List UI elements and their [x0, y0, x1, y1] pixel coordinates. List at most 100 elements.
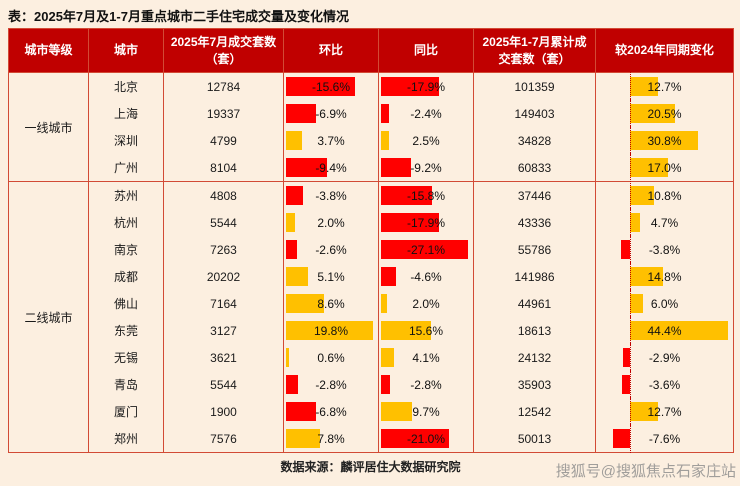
mom-bar-track: -6.9%	[286, 104, 376, 123]
change-value: 44.4%	[647, 323, 682, 338]
yoy-cell: 9.7%	[378, 398, 474, 425]
change-cell: 14.8%	[595, 262, 734, 291]
mom-value: 5.1%	[317, 269, 345, 284]
jul-sales-value: 12784	[163, 72, 284, 100]
mom-bar-track: -15.6%	[286, 77, 376, 96]
yoy-cell: -27.1%	[378, 236, 474, 263]
change-bar	[629, 104, 676, 123]
yoy-cell: 4.1%	[378, 344, 474, 371]
change-value: 10.8%	[647, 188, 682, 203]
watermark: 搜狐号@搜狐焦点石家庄站	[555, 463, 736, 480]
yoy-value: -15.8%	[406, 188, 446, 203]
mom-value: 7.8%	[317, 431, 345, 446]
yoy-value: -27.1%	[406, 242, 446, 257]
change-bar	[629, 158, 668, 177]
table-row: 无锡 3621 0.6% 4.1% 24132 -2.9%	[9, 343, 734, 372]
cum-sales-value: 34828	[473, 127, 596, 154]
mom-bar-track: 3.7%	[286, 131, 376, 150]
yoy-cell: 2.5%	[378, 127, 474, 154]
yoy-bar-track: -4.6%	[381, 267, 471, 286]
yoy-value: -2.4%	[410, 106, 442, 121]
mom-cell: 0.6%	[283, 344, 379, 371]
yoy-value: -17.9%	[406, 79, 446, 94]
jul-sales-value: 7576	[163, 425, 284, 453]
city-name: 成都	[88, 263, 164, 290]
jul-sales-value: 20202	[163, 263, 284, 290]
change-bar	[621, 375, 630, 394]
mom-value: -9.4%	[315, 160, 347, 175]
yoy-value: 2.0%	[412, 296, 440, 311]
yoy-cell: -2.4%	[378, 100, 474, 127]
table-row: 深圳 4799 3.7% 2.5% 34828 30.8%	[9, 126, 734, 155]
cum-sales-value: 24132	[473, 344, 596, 371]
change-bar	[629, 77, 659, 96]
yoy-bar	[381, 429, 449, 448]
mom-bar-track: -2.8%	[286, 375, 376, 394]
mom-bar-track: 0.6%	[286, 348, 376, 367]
yoy-bar-track: -9.2%	[381, 158, 471, 177]
cum-sales-value: 37446	[473, 181, 596, 209]
change-cell: -3.6%	[595, 370, 734, 399]
mom-value: 0.6%	[317, 350, 345, 365]
yoy-bar-track: -27.1%	[381, 240, 471, 259]
change-value: -3.8%	[648, 242, 681, 257]
cum-sales-value: 141986	[473, 263, 596, 290]
mom-value: -6.9%	[315, 106, 347, 121]
jul-sales-value: 7164	[163, 290, 284, 317]
change-cell: -7.6%	[595, 424, 734, 453]
yoy-cell: -9.2%	[378, 154, 474, 182]
change-bar	[623, 348, 630, 367]
change-value: -2.9%	[648, 350, 681, 365]
city-name: 深圳	[88, 127, 164, 154]
change-value: 12.7%	[647, 404, 682, 419]
mom-value: 2.0%	[317, 215, 345, 230]
city-name: 厦门	[88, 398, 164, 425]
yoy-value: 9.7%	[412, 404, 440, 419]
table-row: 南京 7263 -2.6% -27.1% 55786 -3.8%	[9, 235, 734, 264]
yoy-value: 4.1%	[412, 350, 440, 365]
change-bar	[621, 240, 630, 259]
city-name: 上海	[88, 100, 164, 127]
yoy-bar	[381, 375, 391, 394]
change-bar	[629, 321, 729, 340]
change-cell: 17.0%	[595, 153, 734, 182]
mom-bar-track: 2.0%	[286, 213, 376, 232]
mom-bar	[286, 77, 355, 96]
yoy-bar-track: -2.4%	[381, 104, 471, 123]
cum-sales-value: 18613	[473, 317, 596, 344]
mom-bar	[286, 402, 316, 421]
yoy-bar-track: 2.5%	[381, 131, 471, 150]
table-row: 二线城市 苏州 4808 -3.8% -15.8% 37446 10.8%	[8, 181, 734, 453]
change-value: 6.0%	[650, 296, 679, 311]
tier-label: 二线城市	[8, 181, 89, 453]
change-bar	[629, 213, 641, 232]
change-value: 12.7%	[647, 79, 682, 94]
yoy-bar-track: -17.9%	[381, 77, 471, 96]
mom-bar	[286, 131, 303, 150]
mom-cell: -2.6%	[283, 236, 379, 263]
jul-sales-value: 4808	[163, 181, 284, 209]
change-cell: -2.9%	[595, 343, 734, 372]
cum-sales-value: 43336	[473, 209, 596, 236]
mom-bar-track: 7.8%	[286, 429, 376, 448]
city-name: 东莞	[88, 317, 164, 344]
city-name: 苏州	[88, 181, 164, 209]
change-bar	[629, 402, 659, 421]
yoy-bar	[381, 294, 388, 313]
change-cell: 20.5%	[595, 99, 734, 128]
zero-axis-line	[629, 316, 631, 345]
table-row: 青岛 5544 -2.8% -2.8% 35903 -3.6%	[9, 370, 734, 399]
cum-sales-value: 55786	[473, 236, 596, 263]
table-row: 一线城市 北京 12784 -15.6% -17.9% 101359 12.7%	[8, 72, 734, 182]
yoy-bar	[381, 186, 432, 205]
mom-bar-track: -2.6%	[286, 240, 376, 259]
table-row: 杭州 5544 2.0% -17.9% 43336 4.7%	[9, 208, 734, 237]
tier-label: 一线城市	[8, 72, 89, 182]
change-bar-track: -7.6%	[598, 424, 731, 453]
change-bar-track: -3.6%	[598, 370, 731, 399]
mom-value: -3.8%	[315, 188, 347, 203]
yoy-bar	[381, 402, 413, 421]
zero-axis-line	[629, 235, 631, 264]
zero-axis-line	[629, 126, 631, 155]
zero-axis-line	[629, 397, 631, 426]
